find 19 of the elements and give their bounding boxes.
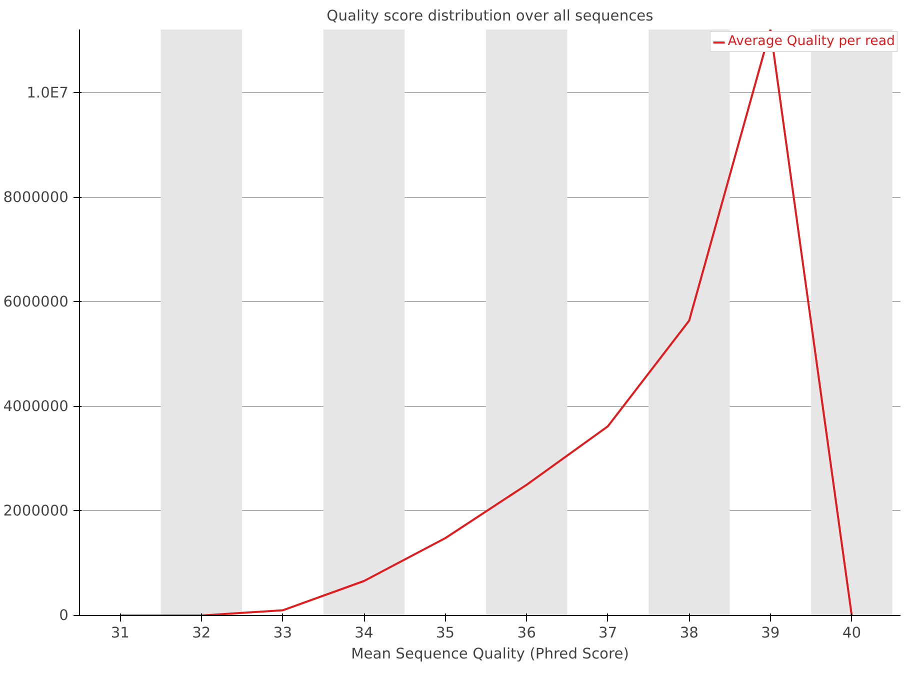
x-axis-title: Mean Sequence Quality (Phred Score) [351,646,629,662]
x-tick-label: 40 [842,624,862,642]
y-tick-label: 2000000 [3,502,69,520]
x-tick-label: 34 [354,624,374,642]
legend-label: Average Quality per read [728,34,895,49]
x-tick-label: 36 [517,624,536,642]
y-tick-label: 8000000 [3,188,69,206]
x-tick-label: 33 [273,624,292,642]
x-tick-label: 32 [192,624,211,642]
y-tick-label: 0 [59,607,69,624]
y-tick-label: 4000000 [3,398,69,415]
x-tick-label: 37 [598,624,618,642]
y-tick-label: 1.0E7 [26,84,69,102]
y-tick-label: 6000000 [3,293,69,310]
x-tick-label: 39 [761,624,780,642]
x-tick-label: 31 [110,624,130,642]
chart-title: Quality score distribution over all sequences [326,8,654,24]
x-tick-label: 38 [680,624,698,642]
x-tick-label: 35 [436,624,455,642]
